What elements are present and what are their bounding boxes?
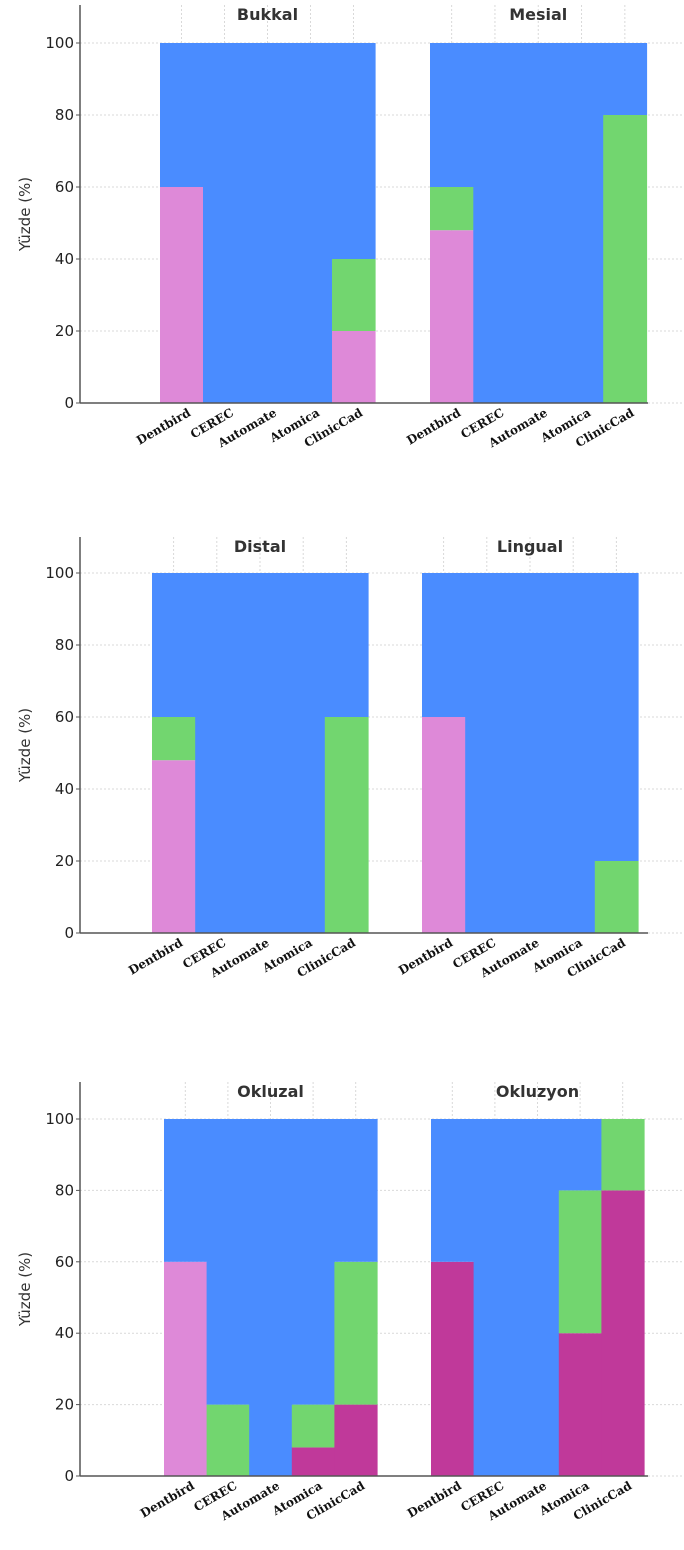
- bar-cliniccad-seg-1: [334, 1404, 378, 1476]
- bar-cliniccad-seg-3: [332, 43, 376, 259]
- bar-automate-seg-1: [508, 573, 553, 933]
- chart-row-3: OkluzalDentbirdCERECAutomateAtomicaClini…: [16, 1082, 684, 1524]
- bar-cliniccad-seg-1: [594, 861, 639, 933]
- bar-atomica-seg-2: [291, 1404, 335, 1448]
- panel-title: Lingual: [497, 537, 563, 556]
- bar-dentbird-seg-2: [164, 1119, 208, 1262]
- bar-cliniccad-seg-2: [334, 1261, 378, 1405]
- bar-dentbird-seg-2: [430, 187, 474, 231]
- y-tick-label: 20: [55, 852, 74, 870]
- bar-cliniccad-seg-2: [601, 1119, 645, 1191]
- y-tick-label: 40: [55, 1324, 74, 1342]
- chart-row-1: BukkalDentbirdCERECAutomateAtomicaClinic…: [16, 5, 684, 451]
- bar-atomica-seg-1: [558, 1333, 602, 1476]
- bar-cerec-seg-1: [473, 43, 518, 403]
- x-tick-label: Dentbird: [404, 405, 463, 447]
- bar-dentbird-seg-1: [430, 230, 474, 403]
- bar-atomica-seg-1: [291, 1447, 335, 1476]
- panel-title: Bukkal: [237, 5, 298, 24]
- panel-title: Distal: [234, 537, 286, 556]
- x-tick-label: Dentbird: [138, 1478, 197, 1520]
- panel-title: Mesial: [509, 5, 567, 24]
- y-tick-label: 60: [55, 708, 74, 726]
- y-tick-label: 60: [55, 178, 74, 196]
- bar-cliniccad-seg-3: [334, 1119, 378, 1262]
- y-tick-label: 0: [64, 924, 74, 942]
- bar-atomica-seg-1: [281, 573, 326, 933]
- bar-atomica-seg-3: [291, 1119, 335, 1405]
- panel-title: Okluzal: [237, 1082, 304, 1101]
- y-tick-label: 100: [45, 1110, 74, 1128]
- y-tick-label: 80: [55, 1181, 74, 1199]
- x-tick-label: Dentbird: [134, 405, 193, 447]
- bar-atomica-seg-1: [551, 573, 596, 933]
- bar-dentbird-seg-3: [430, 43, 474, 187]
- bar-cliniccad-seg-1: [324, 717, 369, 933]
- y-tick-label: 100: [45, 34, 74, 52]
- bar-dentbird-seg-1: [160, 187, 204, 403]
- y-axis-label: Yüzde (%): [16, 1252, 34, 1327]
- bar-cliniccad-seg-1: [603, 115, 648, 403]
- bar-cerec-seg-1: [473, 1119, 517, 1476]
- panel-okluzal: OkluzalDentbirdCERECAutomateAtomicaClini…: [138, 1082, 378, 1524]
- bar-dentbird-seg-2: [160, 43, 204, 187]
- y-tick-label: 20: [55, 1396, 74, 1414]
- y-tick-label: 80: [55, 106, 74, 124]
- bar-atomica-seg-2: [558, 1190, 602, 1334]
- bar-cerec-seg-1: [203, 43, 247, 403]
- bar-cliniccad-seg-2: [324, 573, 369, 717]
- panel-distal: DistalDentbirdCERECAutomateAtomicaClinic…: [126, 537, 369, 981]
- panel-okluzyon: OkluzyonDentbirdCERECAutomateAtomicaClin…: [405, 1082, 645, 1524]
- bar-atomica-seg-1: [289, 43, 333, 403]
- panel-bukkal: BukkalDentbirdCERECAutomateAtomicaClinic…: [134, 5, 376, 451]
- panel-lingual: LingualDentbirdCERECAutomateAtomicaClini…: [396, 537, 639, 981]
- bar-cerec-seg-1: [465, 573, 509, 933]
- bar-automate-seg-1: [249, 1119, 293, 1476]
- bar-cliniccad-seg-1: [601, 1190, 645, 1476]
- bar-dentbird-seg-1: [152, 760, 196, 933]
- bar-automate-seg-1: [516, 1119, 560, 1476]
- x-tick-label: Dentbird: [396, 935, 455, 977]
- y-axis-label: Yüzde (%): [16, 177, 34, 252]
- bar-dentbird-seg-1: [431, 1261, 475, 1476]
- x-tick-label: Dentbird: [126, 935, 185, 977]
- bar-cerec-seg-2: [206, 1119, 250, 1405]
- y-tick-label: 40: [55, 780, 74, 798]
- bar-dentbird-seg-2: [422, 573, 466, 717]
- bar-atomica-seg-3: [558, 1119, 602, 1191]
- bar-dentbird-seg-1: [422, 717, 466, 933]
- y-tick-label: 40: [55, 250, 74, 268]
- y-axis-label: Yüzde (%): [16, 708, 34, 783]
- y-tick-label: 60: [55, 1253, 74, 1271]
- bar-atomica-seg-1: [559, 43, 604, 403]
- bar-automate-seg-1: [516, 43, 561, 403]
- panel-mesial: MesialDentbirdCERECAutomateAtomicaClinic…: [404, 5, 648, 451]
- bar-dentbird-seg-1: [164, 1261, 208, 1476]
- bar-automate-seg-1: [246, 43, 290, 403]
- x-tick-label: Dentbird: [405, 1478, 464, 1520]
- bar-cerec-seg-1: [195, 573, 239, 933]
- y-tick-label: 20: [55, 322, 74, 340]
- y-tick-label: 80: [55, 636, 74, 654]
- y-tick-label: 100: [45, 564, 74, 582]
- bar-cerec-seg-1: [206, 1404, 250, 1476]
- y-tick-label: 0: [64, 394, 74, 412]
- panel-title: Okluzyon: [496, 1082, 579, 1101]
- bar-cliniccad-seg-2: [603, 43, 648, 115]
- bar-dentbird-seg-3: [152, 573, 196, 717]
- bar-cliniccad-seg-2: [594, 573, 639, 861]
- bar-dentbird-seg-2: [152, 717, 196, 761]
- bar-cliniccad-seg-1: [332, 331, 376, 403]
- bar-cliniccad-seg-2: [332, 259, 376, 331]
- y-tick-label: 0: [64, 1467, 74, 1485]
- chart-row-2: DistalDentbirdCERECAutomateAtomicaClinic…: [16, 537, 684, 981]
- bar-dentbird-seg-2: [431, 1119, 475, 1262]
- bar-automate-seg-1: [238, 573, 283, 933]
